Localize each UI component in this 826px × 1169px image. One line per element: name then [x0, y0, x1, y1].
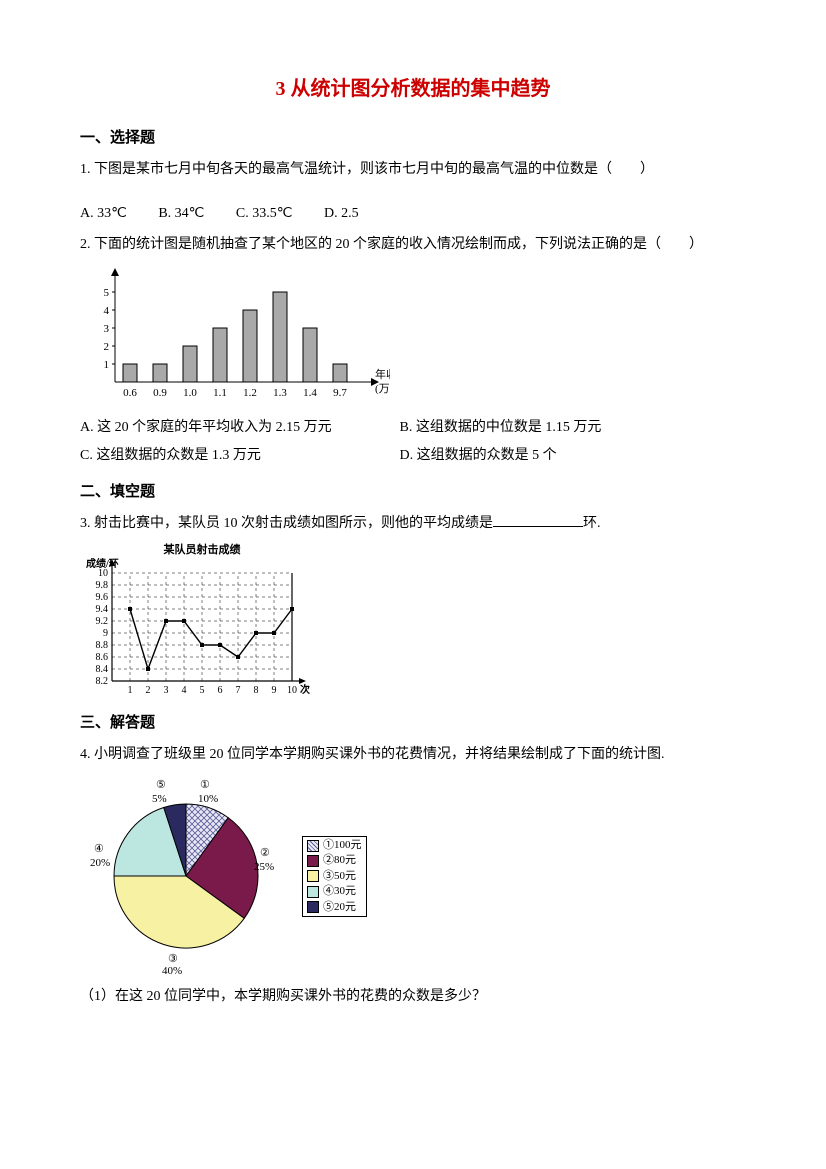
- svg-text:20%: 20%: [90, 857, 110, 869]
- q3-text: 3. 射击比赛中，某队员 10 次射击成绩如图所示，则他的平均成绩是 环.: [80, 511, 746, 538]
- pie-legend-row: ①100元: [307, 838, 362, 853]
- q1-text: 1. 下图是某市七月中旬各天的最高气温统计，则该市七月中旬的最高气温的中位数是（…: [80, 157, 746, 184]
- section-fill: 二、填空题: [80, 478, 746, 507]
- q2-options: A. 这 20 个家庭的年平均收入为 2.15 万元 B. 这组数据的中位数是 …: [80, 414, 746, 470]
- legend-swatch-icon: [307, 855, 319, 867]
- svg-text:4: 4: [182, 685, 187, 696]
- q4-pie-legend: ①100元②80元③50元④30元⑤20元: [302, 836, 367, 917]
- page-title: 3 从统计图分析数据的集中趋势: [80, 70, 746, 108]
- legend-swatch-icon: [307, 901, 319, 913]
- q2-option-a: A. 这 20 个家庭的年平均收入为 2.15 万元: [80, 414, 396, 442]
- svg-text:9: 9: [272, 685, 277, 696]
- svg-text:5: 5: [200, 685, 205, 696]
- svg-text:10%: 10%: [198, 793, 218, 805]
- q2-bar-chart: 1 2 3 4 5 0.6 0.9 1.0 1.1 1.2 1.3 1.4 9.7 年收入 (万元): [80, 262, 746, 412]
- q2-bar-chart-svg: 1 2 3 4 5 0.6 0.9 1.0 1.1 1.2 1.3 1.4 9.7 年收入 (万元): [80, 262, 390, 412]
- pie-legend-row: ④30元: [307, 884, 362, 899]
- q2-text: 2. 下面的统计图是随机抽查了某个地区的 20 个家庭的收入情况绘制而成，下列说…: [80, 232, 746, 259]
- svg-text:①: ①: [200, 779, 210, 791]
- svg-text:10: 10: [287, 685, 297, 696]
- svg-text:②: ②: [260, 847, 270, 859]
- svg-text:1.4: 1.4: [303, 387, 317, 399]
- legend-swatch-icon: [307, 870, 319, 882]
- pie-legend-row: ③50元: [307, 869, 362, 884]
- q4-text: 4. 小明调查了班级里 20 位同学本学期购买课外书的花费情况，并将结果绘制成了…: [80, 742, 746, 769]
- svg-text:9.2: 9.2: [96, 616, 109, 627]
- svg-text:40%: 40%: [162, 965, 182, 976]
- q4-pie-chart-svg: ① 10% ② 25% ③40% ④ 20% ⑤ 5%: [90, 776, 290, 976]
- legend-label: ③50元: [323, 869, 356, 884]
- q1-option-c: C. 33.5℃: [236, 201, 293, 228]
- svg-text:6: 6: [218, 685, 223, 696]
- q3-line-chart: 某队员射击成绩8.28.48.68.899.29.49.69.810123456…: [80, 541, 746, 701]
- svg-text:0.6: 0.6: [123, 387, 137, 399]
- svg-text:8.6: 8.6: [96, 652, 109, 663]
- q1-option-b: B. 34℃: [158, 201, 204, 228]
- svg-text:0.9: 0.9: [153, 387, 167, 399]
- svg-text:4: 4: [104, 305, 110, 317]
- svg-text:8.8: 8.8: [96, 640, 109, 651]
- q3-text-post: 环.: [583, 516, 601, 531]
- q4-sub1: （1）在这 20 位同学中，本学期购买课外书的花费的众数是多少？: [80, 984, 746, 1011]
- svg-text:次数: 次数: [300, 683, 310, 696]
- svg-text:5: 5: [104, 287, 110, 299]
- svg-text:(万元): (万元): [375, 383, 390, 395]
- legend-label: ②80元: [323, 853, 356, 868]
- svg-text:1.1: 1.1: [213, 387, 227, 399]
- legend-swatch-icon: [307, 840, 319, 852]
- q2-option-d: D. 这组数据的众数是 5 个: [400, 448, 557, 463]
- svg-text:1.3: 1.3: [273, 387, 287, 399]
- svg-text:9.7: 9.7: [333, 387, 347, 399]
- svg-text:2: 2: [146, 685, 151, 696]
- section-answer: 三、解答题: [80, 709, 746, 738]
- svg-text:2: 2: [104, 341, 110, 353]
- q1-option-a: A. 33℃: [80, 201, 127, 228]
- q3-blank: [493, 512, 583, 527]
- q4-pie-chart: ① 10% ② 25% ③40% ④ 20% ⑤ 5%: [90, 776, 290, 976]
- q3-text-pre: 3. 射击比赛中，某队员 10 次射击成绩如图所示，则他的平均成绩是: [80, 516, 493, 531]
- svg-text:8.2: 8.2: [96, 676, 109, 687]
- svg-text:③: ③: [168, 953, 178, 965]
- pie-legend-row: ②80元: [307, 853, 362, 868]
- svg-text:3: 3: [164, 685, 169, 696]
- svg-text:1: 1: [128, 685, 133, 696]
- q2-option-b: B. 这组数据的中位数是 1.15 万元: [400, 420, 602, 435]
- q3-line-chart-svg: 某队员射击成绩8.28.48.68.899.29.49.69.810123456…: [80, 541, 310, 701]
- svg-text:成绩/环: 成绩/环: [86, 557, 119, 570]
- svg-text:1.0: 1.0: [183, 387, 197, 399]
- svg-text:某队员射击成绩: 某队员射击成绩: [163, 542, 241, 556]
- q2-option-c: C. 这组数据的众数是 1.3 万元: [80, 442, 396, 470]
- pie-legend-row: ⑤20元: [307, 900, 362, 915]
- svg-text:④: ④: [94, 843, 104, 855]
- svg-text:7: 7: [236, 685, 241, 696]
- svg-text:3: 3: [104, 323, 110, 335]
- svg-text:9.8: 9.8: [96, 580, 109, 591]
- section-choice: 一、选择题: [80, 124, 746, 153]
- svg-text:1: 1: [104, 359, 110, 371]
- q4-pie-block: ① 10% ② 25% ③40% ④ 20% ⑤ 5% ①100元②80元③50元④30元⑤20…: [90, 776, 746, 976]
- legend-swatch-icon: [307, 886, 319, 898]
- q1-option-d: D. 2.5: [324, 201, 359, 228]
- svg-text:1.2: 1.2: [243, 387, 257, 399]
- svg-text:8.4: 8.4: [96, 664, 109, 675]
- legend-label: ⑤20元: [323, 900, 356, 915]
- svg-text:25%: 25%: [254, 861, 274, 873]
- legend-label: ④30元: [323, 884, 356, 899]
- svg-text:⑤: ⑤: [156, 779, 166, 791]
- svg-text:9.6: 9.6: [96, 592, 109, 603]
- svg-text:年收入: 年收入: [375, 367, 390, 381]
- svg-text:9: 9: [103, 628, 108, 639]
- svg-text:9.4: 9.4: [96, 604, 109, 615]
- svg-text:8: 8: [254, 685, 259, 696]
- q1-options: A. 33℃ B. 34℃ C. 33.5℃ D. 2.5: [80, 201, 746, 228]
- legend-label: ①100元: [323, 838, 362, 853]
- svg-text:5%: 5%: [152, 793, 167, 805]
